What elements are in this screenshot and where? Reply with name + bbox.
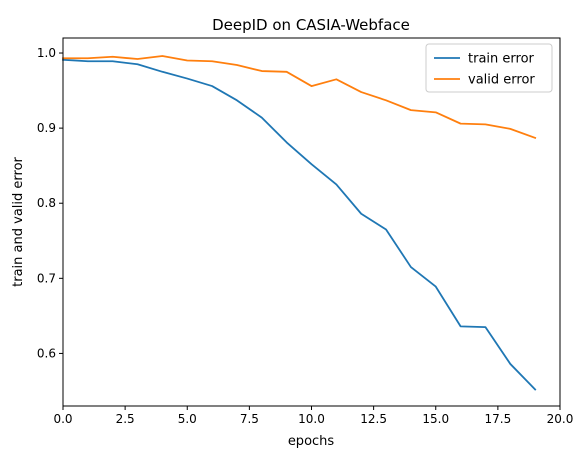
series-line-valid-error xyxy=(62,55,537,140)
legend-box xyxy=(425,43,553,93)
x-tick-label: 0.0 xyxy=(53,412,72,426)
x-tick-label: 12.5 xyxy=(360,412,387,426)
x-tick-label: 5.0 xyxy=(178,412,197,426)
axes-layer: 0.0 2.5 5.0 7.5 10.0 12.5 15.0 17.5 20.0 0.6 0.7 0.… xyxy=(37,37,574,426)
x-tick-label: 2.5 xyxy=(116,412,135,426)
x-tick-label: 10.0 xyxy=(298,412,325,426)
plot-area xyxy=(63,38,560,406)
legend-label: train error xyxy=(468,52,535,67)
y-tick-label: 0.8 xyxy=(37,196,56,210)
series-layer xyxy=(62,55,537,391)
legend-label: valid error xyxy=(468,73,535,88)
x-tick-label: 20.0 xyxy=(547,412,574,426)
chart-title: DeepID on CASIA-Webface xyxy=(212,16,410,34)
y-tick-label: 0.6 xyxy=(37,346,56,360)
series-line-train-error xyxy=(62,58,537,391)
y-tick-label: 0.7 xyxy=(37,271,56,285)
x-tick-label: 15.0 xyxy=(422,412,449,426)
y-tick-label: 0.9 xyxy=(37,121,56,135)
y-tick-label: 1.0 xyxy=(37,46,56,60)
x-axis-label: epochs xyxy=(288,434,335,449)
x-tick-label: 7.5 xyxy=(240,412,259,426)
legend: train error valid error xyxy=(425,43,553,93)
x-tick-label: 17.5 xyxy=(485,412,512,426)
y-axis-label: train and valid error xyxy=(11,156,26,286)
plot-background xyxy=(63,38,560,406)
